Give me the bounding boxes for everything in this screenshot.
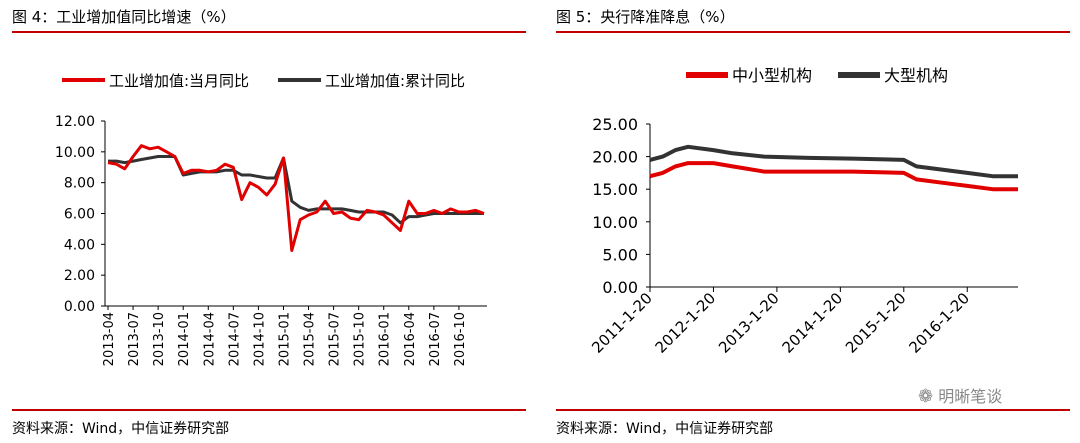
series-line-monthly [107, 144, 485, 252]
x-tick-label: 2014-07 [227, 312, 242, 366]
left-source-note: 资料来源：Wind，中信证券研究部 [12, 421, 230, 437]
right-figure-title: 图 5：央行降准降息（%） [556, 8, 735, 26]
x-tick-label: 2015-07 [328, 312, 343, 366]
x-tick-label: 2015-04 [303, 312, 318, 366]
x-tick-label: 2015-10 [353, 312, 368, 366]
x-tick-label: 2016-07 [428, 312, 443, 366]
legend-label-large: 大型机构 [884, 66, 948, 85]
x-tick-label: 2016-04 [403, 312, 418, 366]
right-source-note: 资料来源：Wind，中信证券研究部 [556, 421, 774, 437]
x-tick-label: 2016-01 [378, 312, 393, 366]
left-title-rule [12, 31, 526, 33]
left-source-rule [12, 409, 526, 411]
x-tick-label: 2015-1-20 [842, 289, 910, 357]
x-tick-label: 2014-04 [202, 312, 217, 366]
x-tick-label: 2016-1-20 [905, 289, 973, 357]
y-tick-label: 10.00 [592, 213, 638, 232]
y-tick-label: 25.00 [592, 115, 638, 134]
y-tick-label: 6.00 [64, 207, 95, 223]
industrial-value-added-chart: 工业增加值:当月同比 工业增加值:累计同比 0.00 2.00 4.00 6.00 8.00… [55, 72, 487, 366]
y-tick-label: 0.00 [64, 299, 95, 315]
y-tick-label: 0.00 [602, 278, 638, 297]
x-tick-label: 2015-01 [277, 312, 292, 366]
wechat-icon: ❁ [918, 386, 934, 407]
x-tick-label: 2013-04 [102, 312, 117, 366]
y-tick-label: 20.00 [592, 148, 638, 167]
x-tick-label: 2014-01 [177, 312, 192, 366]
watermark: ❁ 明晰笔谈 [918, 383, 1002, 407]
y-tick-label: 5.00 [602, 245, 638, 264]
y-tick-label: 4.00 [64, 237, 95, 253]
legend-label-small-medium: 中小型机构 [732, 66, 812, 85]
series-line-small-medium [649, 161, 1018, 192]
y-tick-label: 2.00 [64, 268, 95, 284]
series-line-large [649, 144, 1018, 179]
x-tick-label: 2016-10 [453, 312, 468, 366]
y-tick-label: 15.00 [592, 180, 638, 199]
x-tick-label: 2014-10 [252, 312, 267, 366]
x-tick-label: 2013-10 [152, 312, 167, 366]
watermark-text: 明晰笔谈 [938, 387, 1003, 406]
y-tick-label: 10.00 [55, 145, 95, 161]
y-tick-label: 12.00 [55, 114, 95, 130]
rrr-rate-chart: 中小型机构 大型机构 0.00 5.00 10.00 15.00 20.00 25.00 201… [588, 66, 1018, 357]
x-tick-label: 2011-1-20 [588, 289, 656, 357]
x-tick-label: 2013-07 [127, 312, 142, 366]
right-source-rule [556, 409, 1070, 411]
x-tick-label: 2014-1-20 [779, 289, 847, 357]
x-tick-label: 2013-1-20 [715, 289, 783, 357]
left-figure-title: 图 4：工业增加值同比增速（%） [12, 8, 236, 26]
series-line-cumulative [108, 155, 484, 225]
y-tick-label: 8.00 [64, 176, 95, 192]
x-tick-label: 2012-1-20 [652, 289, 720, 357]
legend-label-cumulative: 工业增加值:累计同比 [325, 72, 465, 90]
right-title-rule [556, 31, 1070, 33]
legend-label-monthly: 工业增加值:当月同比 [109, 72, 249, 90]
